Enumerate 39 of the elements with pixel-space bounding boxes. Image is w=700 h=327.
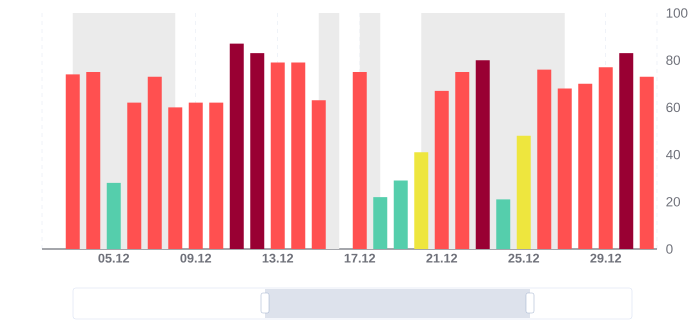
bar [394, 180, 408, 249]
y-tick-label: 0 [666, 244, 673, 254]
x-tick-label: 29.12 [590, 254, 622, 263]
bar [476, 60, 490, 249]
y-tick-label: 100 [666, 8, 688, 18]
bar [578, 84, 592, 249]
bar [270, 62, 285, 249]
bar [516, 136, 531, 249]
x-tick-label: 13.12 [262, 254, 294, 263]
y-tick-label: 60 [666, 102, 680, 112]
bar [188, 102, 203, 249]
bar [619, 53, 634, 249]
x-tick-label: 05.12 [98, 254, 130, 263]
bar [640, 76, 654, 249]
bar [127, 102, 142, 249]
bar [434, 90, 449, 249]
y-tick-label: 80 [666, 55, 680, 65]
bar [250, 53, 264, 249]
x-tick-label: 25.12 [508, 254, 540, 263]
bar [496, 199, 510, 249]
bar [291, 62, 306, 249]
bar [598, 67, 613, 249]
bar [168, 107, 182, 249]
bar [414, 152, 428, 249]
bar [455, 72, 470, 249]
bar [66, 74, 80, 249]
x-tick-label: 21.12 [426, 254, 458, 263]
y-tick-label: 20 [666, 197, 680, 207]
bar [558, 88, 572, 249]
bar [86, 72, 100, 249]
x-tick-label: 17.12 [344, 254, 376, 263]
bar [230, 44, 244, 249]
bar [537, 70, 552, 249]
bar [373, 197, 388, 249]
x-tick-label: 09.12 [180, 254, 212, 263]
bar [106, 182, 121, 249]
bar [148, 76, 162, 249]
y-tick-label: 40 [666, 150, 680, 160]
bar [209, 102, 224, 249]
